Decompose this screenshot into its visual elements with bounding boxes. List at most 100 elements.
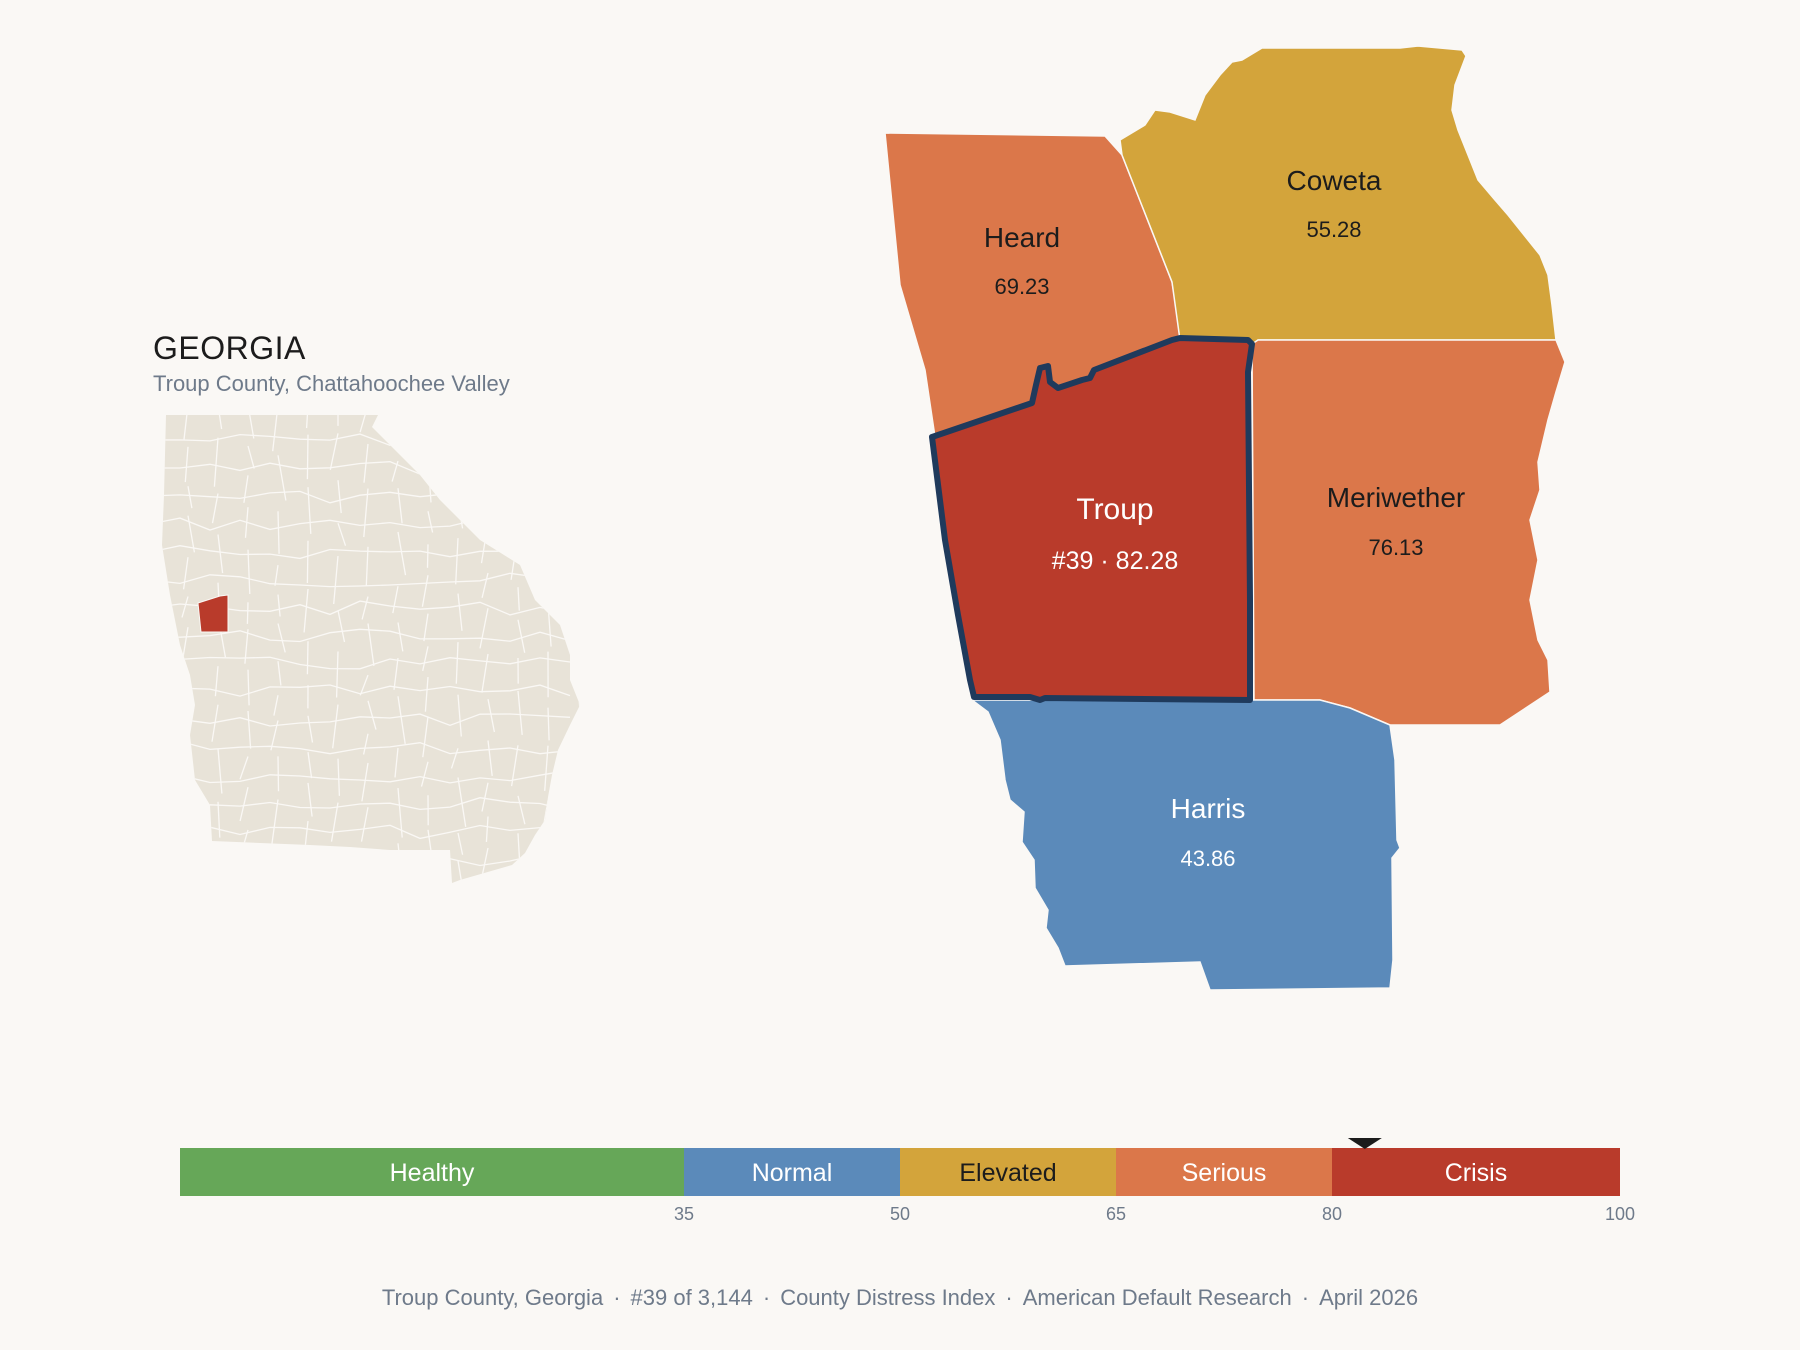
county-border-line <box>277 511 280 554</box>
scale-label-normal: Normal <box>752 1159 833 1187</box>
footer-county: Troup County, Georgia <box>381 1285 604 1310</box>
county-name-meriwether: Meriwether <box>1327 482 1465 513</box>
county-border-line <box>277 661 282 686</box>
county-border-line <box>517 587 520 611</box>
county-border-line <box>481 653 489 693</box>
county-border-line <box>270 720 279 751</box>
county-border-line <box>247 415 255 439</box>
county-border-line <box>217 748 223 794</box>
county-border-line <box>427 511 434 533</box>
county-border-line <box>392 586 399 614</box>
county-border-line <box>247 549 251 595</box>
county-border-line <box>303 588 309 633</box>
county-border-line <box>244 629 249 664</box>
county-border-line <box>455 538 459 585</box>
county-border-line <box>329 433 339 471</box>
county-border-line <box>246 602 249 624</box>
scale-tick-label: 65 <box>1106 1204 1126 1224</box>
county-border-line <box>330 802 339 842</box>
county-border-line <box>424 677 429 712</box>
region-map: Heard 69.23 Coweta 55.28 Troup #39 · 82.… <box>884 45 1566 991</box>
county-border-line <box>485 816 489 842</box>
county-border-line <box>457 777 467 828</box>
county-border-line <box>270 799 279 848</box>
county-border-line <box>247 710 252 749</box>
county-shape-harris[interactable] <box>969 699 1401 991</box>
troup-highlight-shape <box>197 594 229 633</box>
county-border-line <box>426 544 429 568</box>
county-border-line <box>162 713 571 727</box>
county-value-meriwether: 76.13 <box>1368 535 1423 560</box>
county-shape-troup[interactable] <box>929 335 1255 703</box>
county-border-line <box>214 666 219 697</box>
scale-label-serious: Serious <box>1182 1159 1267 1187</box>
scale-label-crisis: Crisis <box>1445 1159 1508 1187</box>
county-border-line <box>213 437 219 487</box>
county-border-line <box>510 745 519 787</box>
scale-segment-healthy <box>180 1148 684 1196</box>
scale-label-elevated: Elevated <box>959 1159 1056 1187</box>
county-value-harris: 43.86 <box>1180 846 1235 871</box>
county-border-line <box>391 460 399 482</box>
scale-segment-crisis <box>1332 1148 1620 1196</box>
county-border-line <box>359 415 369 433</box>
county-border-line <box>307 782 313 817</box>
county-border-line <box>307 715 314 743</box>
county-border-line <box>306 434 309 480</box>
scale-tick-label: 100 <box>1605 1204 1635 1224</box>
county-border-line <box>367 623 375 666</box>
county-name-harris: Harris <box>1171 793 1246 824</box>
county-border-line <box>422 646 429 672</box>
label-meriwether: Meriwether 76.13 <box>1327 482 1465 560</box>
county-value-troup: #39 · 82.28 <box>1052 547 1179 575</box>
scale-label-healthy: Healthy <box>390 1159 475 1187</box>
county-border-line <box>332 704 339 749</box>
county-border-line <box>162 797 571 812</box>
county-border-line <box>217 415 223 430</box>
county-border-line <box>487 698 496 733</box>
county-border-line <box>517 619 526 653</box>
county-border-line <box>363 488 369 538</box>
county-border-line <box>361 762 369 802</box>
county-border-line <box>359 674 369 696</box>
state-title: GEORGIA <box>153 330 306 366</box>
county-border-line <box>393 658 399 690</box>
label-harris: Harris 43.86 <box>1171 793 1246 871</box>
state-subtitle: Troup County, Chattahoochee Valley <box>153 371 510 396</box>
county-border-line <box>367 700 377 730</box>
county-border-line <box>181 596 189 618</box>
county-border-line <box>457 832 464 855</box>
county-border-line <box>397 488 403 524</box>
georgia-locator-map <box>162 415 580 883</box>
county-border-line <box>305 415 309 429</box>
county-border-line <box>337 480 342 514</box>
scale-segment-normal <box>684 1148 900 1196</box>
county-border-line <box>162 628 571 643</box>
county-border-line <box>481 572 489 598</box>
distress-scale: Healthy Normal Elevated Serious Crisis 35 50 6… <box>180 1138 1635 1224</box>
county-border-line <box>362 733 369 755</box>
county-border-line <box>457 694 462 737</box>
county-name-troup: Troup <box>1076 493 1153 526</box>
county-border-line <box>217 801 221 838</box>
county-border-line <box>337 610 346 643</box>
county-border-line <box>517 795 526 825</box>
county-border-line <box>306 641 309 675</box>
county-border-line <box>455 642 459 684</box>
county-border-line <box>420 761 429 787</box>
label-troup: Troup #39 · 82.28 <box>1052 493 1179 575</box>
county-border-line <box>211 493 219 524</box>
county-border-line <box>277 594 281 617</box>
county-value-coweta: 55.28 <box>1306 217 1361 242</box>
footer-rank: #39 of 3,144 <box>630 1285 753 1310</box>
scale-segment-serious <box>1116 1148 1332 1196</box>
county-border-line <box>397 531 407 576</box>
county-border-line <box>397 696 406 744</box>
county-border-line <box>360 807 369 842</box>
county-border-line <box>422 716 429 758</box>
county-border-line <box>243 475 249 503</box>
footer-source: American Default Research <box>1022 1285 1292 1310</box>
county-border-line <box>307 752 313 779</box>
county-border-line <box>365 546 369 586</box>
county-border-line <box>277 756 280 792</box>
